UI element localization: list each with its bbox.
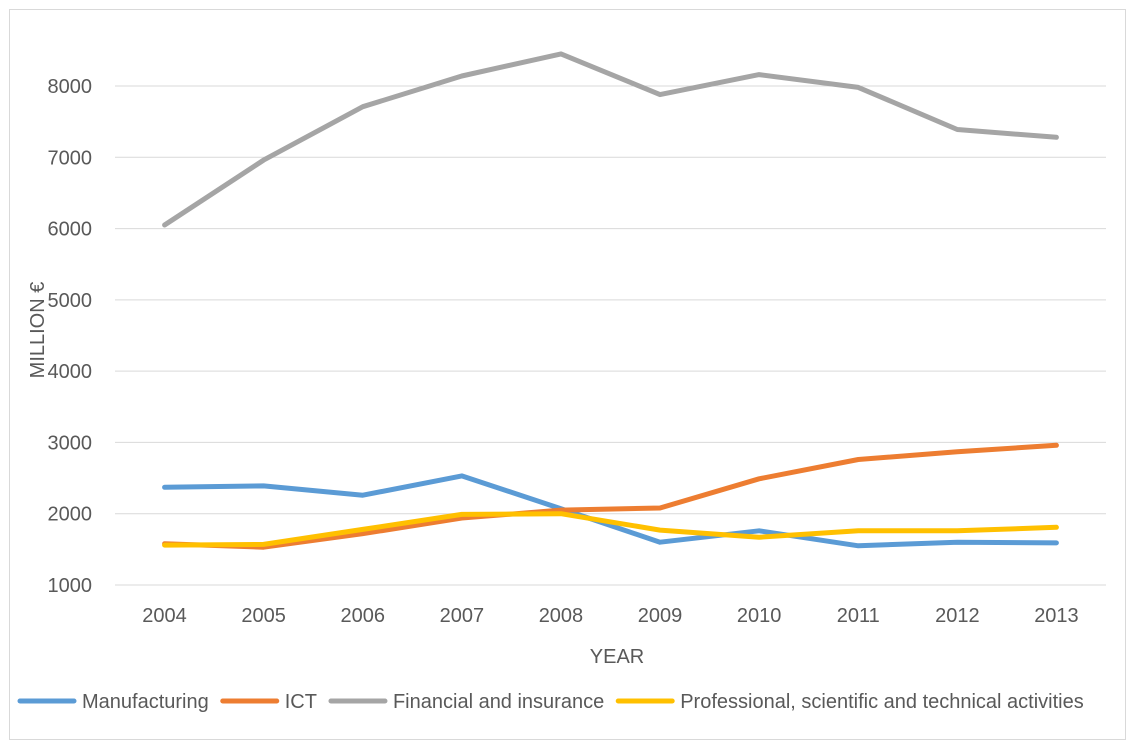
series-line-professional-scientific-and-technical-activities: [162, 511, 1059, 548]
y-tick-label: 1000: [48, 575, 93, 597]
y-axis-ticks: 1000 2000 3000 4000 5000 6000 7000 8000: [48, 76, 93, 597]
x-tick-label: 2009: [638, 605, 683, 627]
chart-frame: [9, 9, 1126, 740]
y-tick-label: 7000: [48, 147, 93, 169]
legend-label: Financial and insurance: [393, 691, 604, 713]
legend-label: ICT: [285, 691, 317, 713]
series-line-financial-and-insurance: [162, 51, 1059, 228]
legend-label: Professional, scientific and technical a…: [680, 691, 1084, 713]
y-tick-label: 4000: [48, 361, 93, 383]
x-tick-label: 2007: [440, 605, 485, 627]
x-tick-label: 2005: [241, 605, 286, 627]
x-tick-label: 2004: [142, 605, 187, 627]
y-tick-label: 5000: [48, 290, 93, 312]
y-tick-label: 2000: [48, 504, 93, 526]
x-axis-title: YEAR: [590, 646, 644, 668]
x-axis-ticks: 2004 2005 2006 2007 2008 2009 2010 2011 2012 2013: [142, 605, 1078, 627]
x-tick-label: 2006: [341, 605, 386, 627]
x-tick-label: 2011: [837, 605, 880, 627]
legend: Manufacturing ICT Financial and insurance P…: [17, 691, 1084, 713]
y-tick-label: 8000: [48, 76, 93, 98]
x-tick-label: 2010: [737, 605, 782, 627]
x-tick-label: 2013: [1034, 605, 1079, 627]
series-line-ict: [162, 442, 1059, 550]
x-tick-label: 2008: [539, 605, 584, 627]
y-tick-label: 6000: [48, 219, 93, 241]
y-tick-label: 3000: [48, 432, 93, 454]
y-axis-title: MILLION €: [27, 282, 49, 379]
series-line-manufacturing: [162, 473, 1059, 549]
gridlines: [115, 85, 1106, 515]
x-tick-label: 2012: [935, 605, 980, 627]
legend-label: Manufacturing: [82, 691, 209, 713]
series-lines: [162, 51, 1059, 550]
